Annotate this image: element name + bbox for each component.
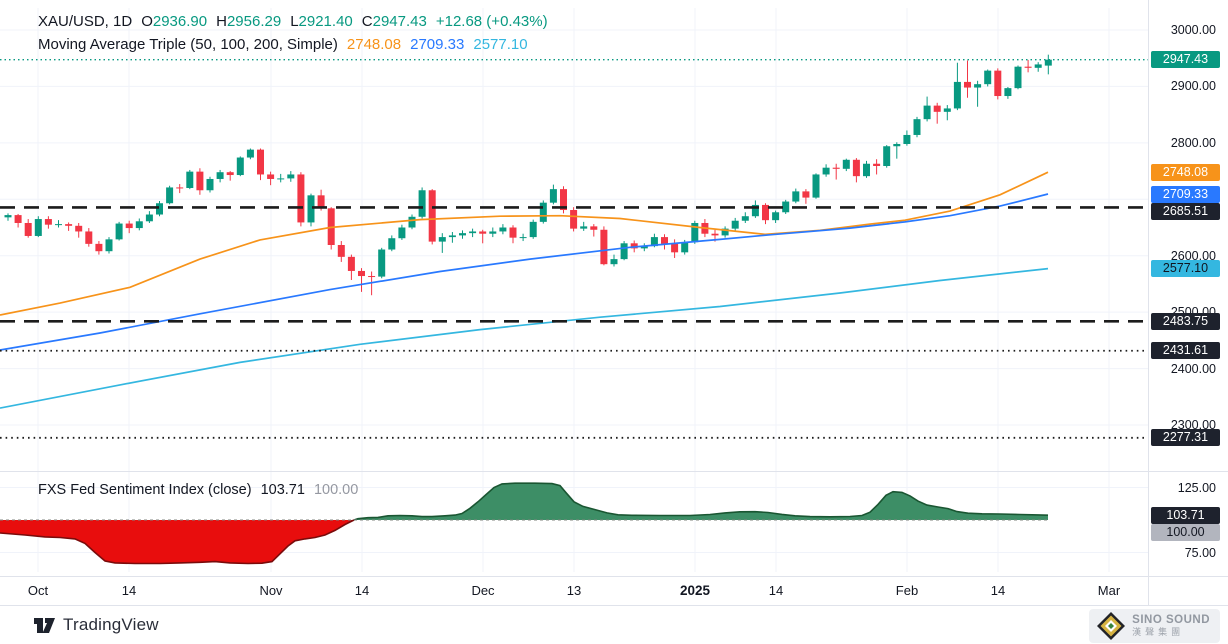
footer-bar: TradingView SINO SOUND 漢聲集團 (0, 607, 1228, 644)
price-tick-label: 2600.00 (1170, 248, 1216, 263)
tradingview-brand-link[interactable]: TradingView (33, 615, 159, 635)
ma50-value: 2748.08 (346, 36, 402, 53)
price-tick-label: 2400.00 (1170, 361, 1216, 376)
price-badge: 2277.31 (1151, 429, 1220, 447)
time-tick-label: 14 (354, 583, 370, 598)
price-tick-label: 2900.00 (1170, 79, 1216, 94)
price-chart-canvas[interactable] (0, 0, 1228, 606)
price-tick-label: 2800.00 (1170, 135, 1216, 150)
watermark-title: SINO SOUND (1132, 614, 1210, 627)
time-tick-label: Oct (27, 583, 49, 598)
ma-line (0, 193, 1049, 351)
sentiment-baseline-value: 100.00 (313, 482, 359, 498)
price-change: +12.68 (+0.43%) (435, 13, 548, 30)
price-badge: 2431.61 (1151, 342, 1220, 360)
price-badge: 2577.10 (1151, 260, 1220, 278)
ohlc-high: H2956.29 (216, 13, 282, 30)
ma-legend[interactable]: Moving Average Triple (50, 100, 200, Sim… (38, 36, 528, 53)
time-tick-label: 14 (990, 583, 1006, 598)
symbol-legend[interactable]: XAU/USD, 1D O2936.90 H2956.29 L2921.40 C… (38, 13, 548, 30)
time-tick-label: Dec (471, 583, 495, 598)
ohlc-low: L2921.40 (290, 13, 353, 30)
time-tick-label: Feb (895, 583, 919, 598)
sentiment-badge: 103.71 (1151, 506, 1220, 524)
ohlc-close: C2947.43 (361, 13, 427, 30)
ma100-value: 2709.33 (410, 36, 465, 53)
sentiment-badge: 100.00 (1151, 523, 1220, 541)
time-tick-label: 2025 (679, 583, 711, 598)
tradingview-brand-text: TradingView (63, 615, 159, 634)
sentiment-tick-label: 75.00 (1184, 545, 1216, 560)
price-badge: 2483.75 (1151, 312, 1220, 330)
symbol-title[interactable]: XAU/USD, 1D (38, 13, 133, 30)
sentiment-value: 103.71 (260, 482, 305, 498)
sentiment-area-below (0, 520, 354, 564)
sentiment-legend-title[interactable]: FXS Fed Sentiment Index (close) (38, 482, 252, 498)
sentiment-tick-label: 125.00 (1177, 480, 1216, 495)
time-tick-label: 13 (566, 583, 582, 598)
sentiment-area-above (354, 483, 1048, 520)
ohlc-open: O2936.90 (141, 13, 208, 30)
tradingview-logo-icon (34, 617, 55, 633)
time-tick-label: Mar (1097, 583, 1121, 598)
watermark-subtitle: 漢聲集團 (1132, 627, 1185, 638)
time-tick-label: 14 (121, 583, 137, 598)
sinosound-watermark: SINO SOUND 漢聲集團 (1089, 609, 1220, 643)
time-tick-label: 14 (768, 583, 784, 598)
ma-legend-title[interactable]: Moving Average Triple (50, 100, 200, Sim… (38, 36, 338, 53)
ma-line (0, 267, 1049, 409)
sinosound-logo-icon (1097, 612, 1126, 640)
price-badge: 2709.33 (1151, 185, 1220, 203)
price-tick-label: 2300.00 (1170, 418, 1216, 432)
sentiment-legend[interactable]: FXS Fed Sentiment Index (close) 103.71 1… (38, 482, 358, 498)
price-badge: 2685.51 (1151, 202, 1220, 220)
ma200-value: 2577.10 (473, 36, 528, 53)
price-tick-label: 3000.00 (1170, 23, 1216, 37)
price-badge: 2748.08 (1151, 163, 1220, 181)
price-badge: 2947.43 (1151, 51, 1220, 69)
ma-line (0, 171, 1049, 316)
time-tick-label: Nov (259, 583, 283, 598)
